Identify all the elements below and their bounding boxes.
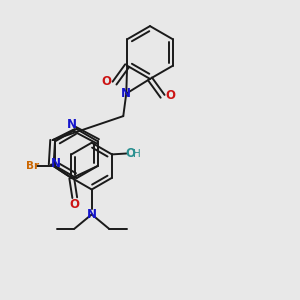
Text: O: O [102,75,112,88]
Text: O: O [165,88,176,102]
Text: N: N [87,208,97,221]
Text: H: H [133,148,140,158]
Text: Br: Br [26,161,40,171]
Text: O: O [125,147,135,160]
Text: O: O [70,198,80,211]
Text: N: N [121,87,131,100]
Text: N: N [51,157,61,169]
Text: N: N [67,118,77,131]
